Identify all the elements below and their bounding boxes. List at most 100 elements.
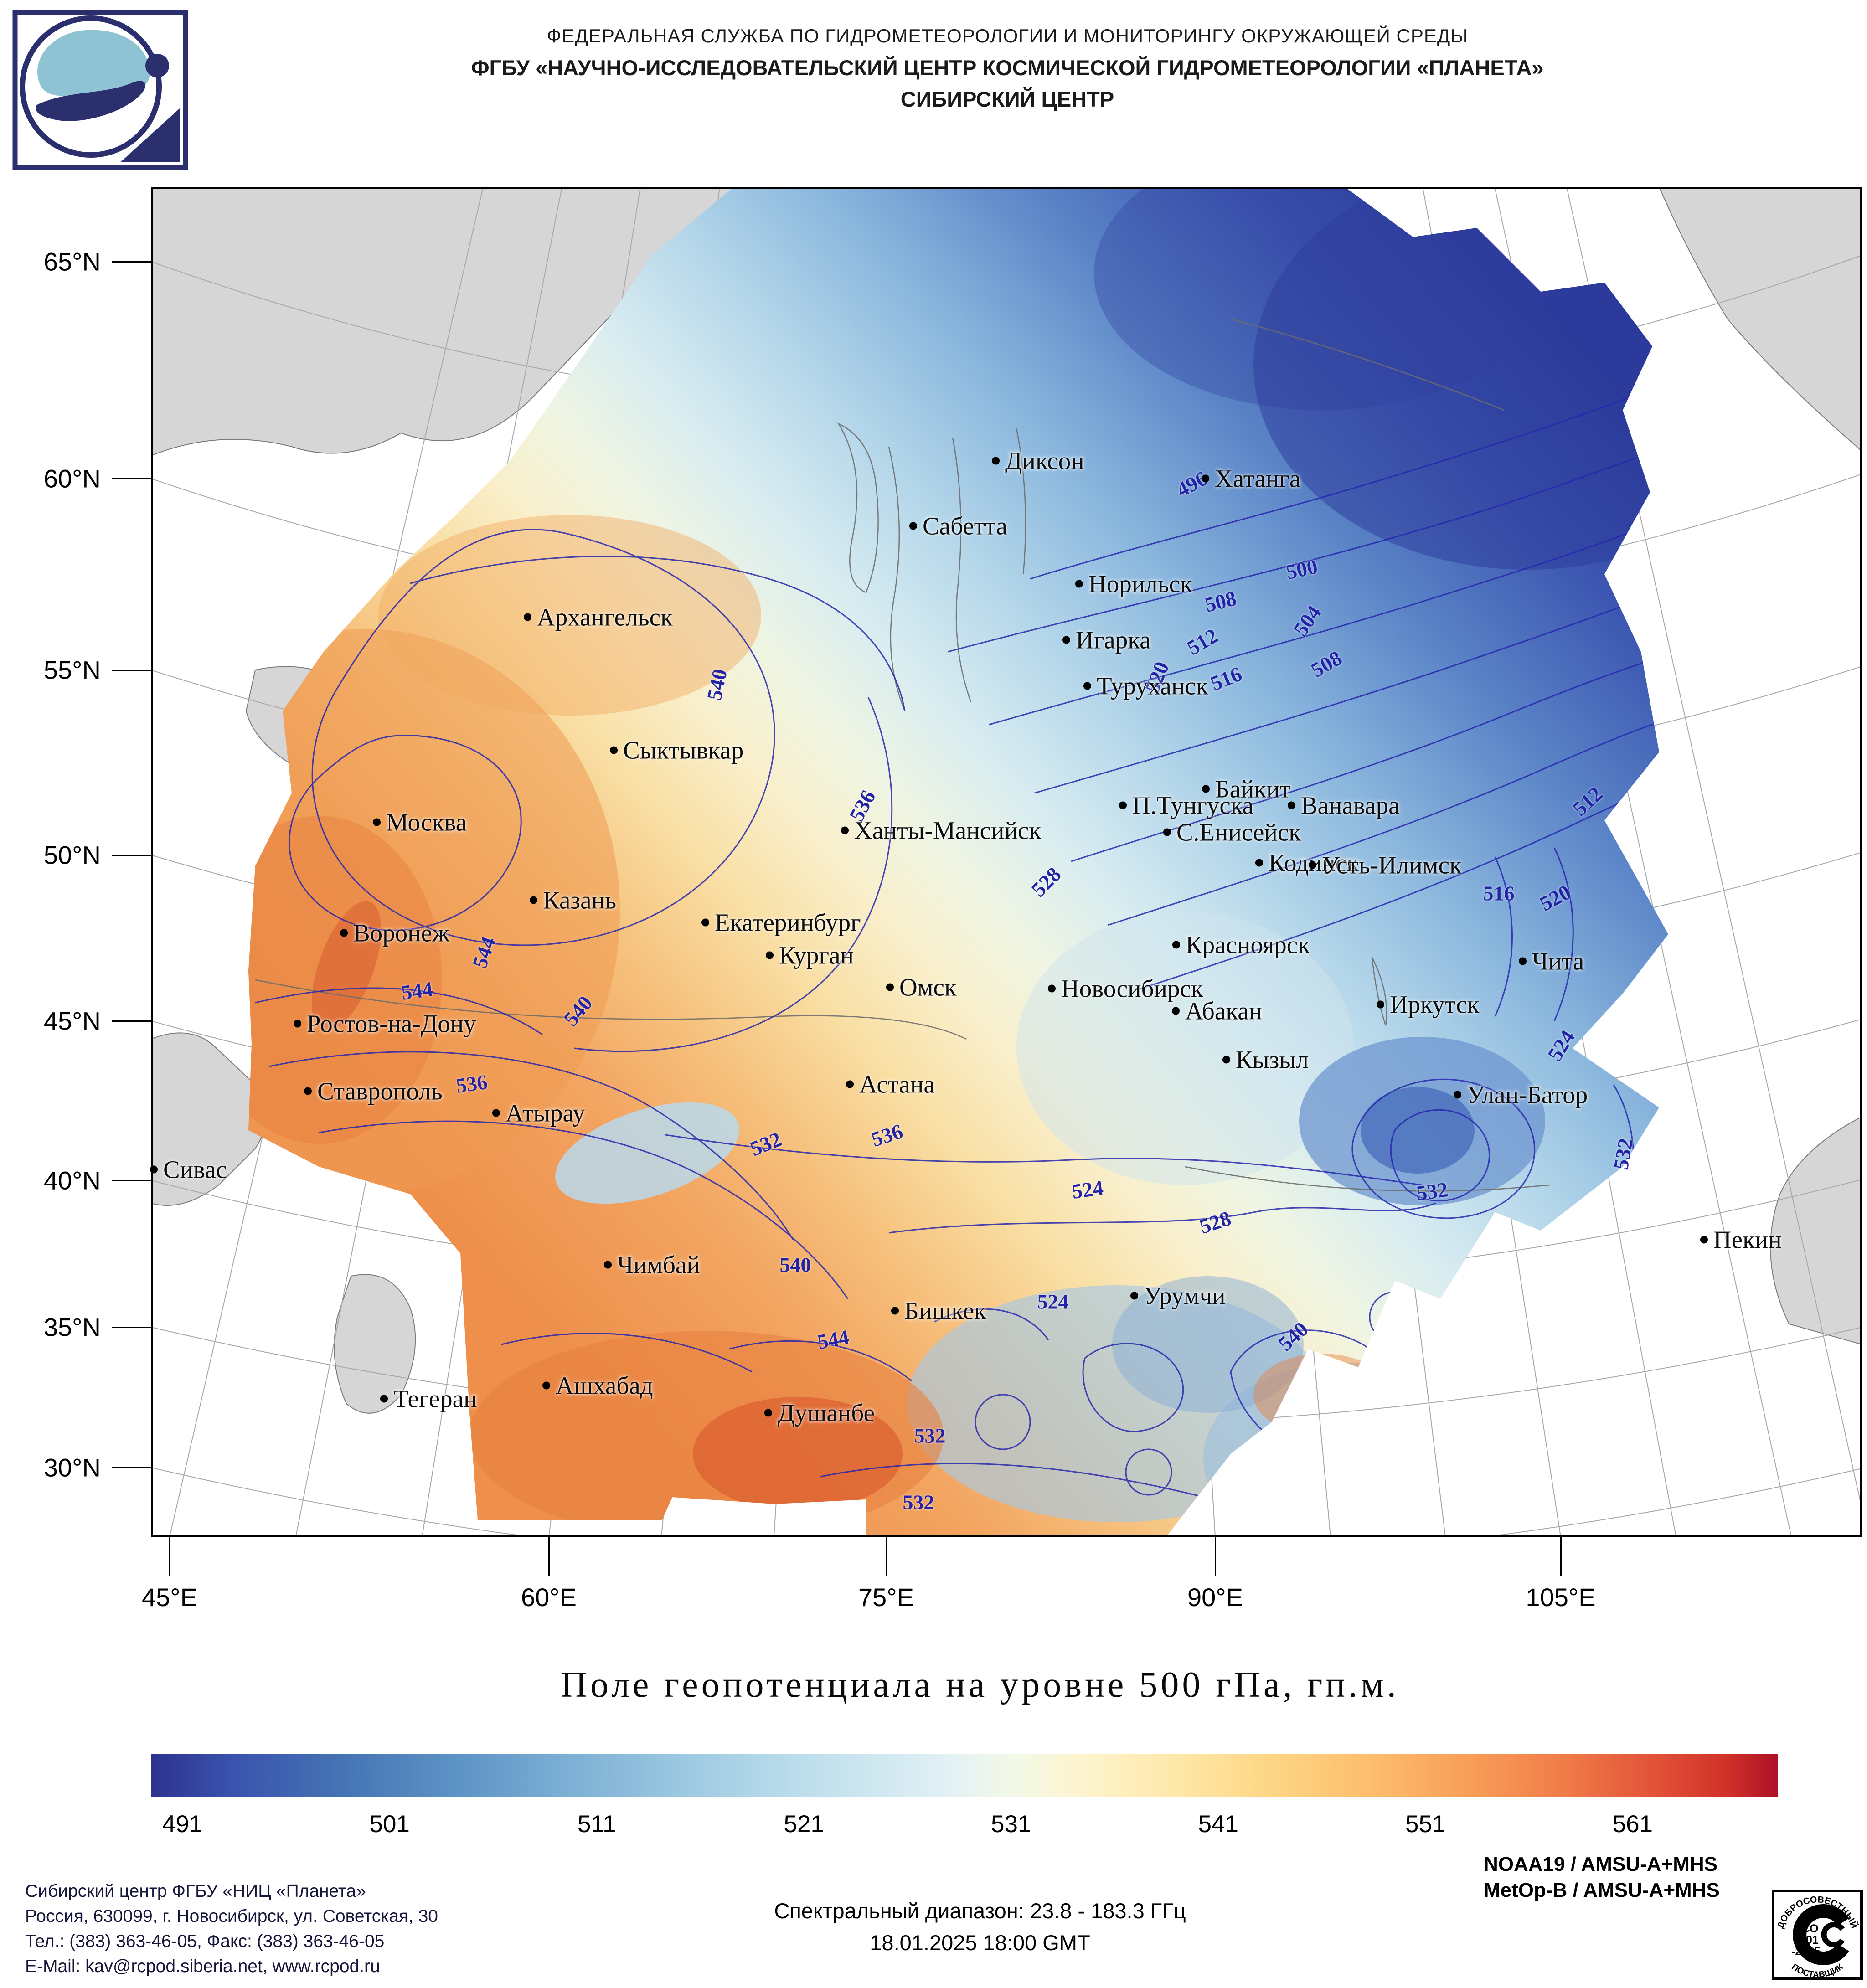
city-dot-icon xyxy=(1083,682,1091,690)
longitude-tick xyxy=(886,1537,887,1576)
latitude-label: 45°N xyxy=(43,1006,101,1035)
city-label: Норильск xyxy=(1088,570,1192,598)
city-label: Чимбай xyxy=(617,1251,700,1279)
city-label: Душанбе xyxy=(778,1399,875,1427)
city-label: Сивас xyxy=(163,1155,227,1184)
city-marker: Улан-Батор xyxy=(1454,1081,1588,1109)
header-line-2: ФГБУ «НАУЧНО-ИССЛЕДОВАТЕЛЬСКИЙ ЦЕНТР КОС… xyxy=(471,56,1544,80)
latitude-tick xyxy=(112,478,151,479)
city-label: Ростов-на-Дону xyxy=(307,1009,476,1038)
city-marker: Астана xyxy=(846,1070,935,1099)
city-dot-icon xyxy=(992,457,1000,465)
city-dot-icon xyxy=(766,951,774,959)
contour-label-layer: 496 500 508 504 512 516 520 508 540 536 544 544 540 5… xyxy=(151,187,1862,1537)
city-marker: Игарка xyxy=(1062,626,1151,654)
latitude-tick xyxy=(112,855,151,856)
latitude-tick xyxy=(112,261,151,263)
city-dot-icon xyxy=(701,918,709,927)
city-label: Абакан xyxy=(1185,997,1263,1025)
city-label: Иркутск xyxy=(1390,990,1480,1019)
city-marker: Ванавара xyxy=(1288,791,1400,820)
header-line-1: ФЕДЕРАЛЬНАЯ СЛУЖБА ПО ГИДРОМЕТЕОРОЛОГИИ … xyxy=(547,25,1468,46)
city-marker: Туруханск xyxy=(1083,672,1208,700)
latitude-label: 55°N xyxy=(43,655,101,685)
satellite-line-1: NOAA19 / AMSU-A+MHS xyxy=(1484,1853,1717,1875)
longitude-tick xyxy=(1215,1537,1216,1576)
city-label: Ханты-Мансийск xyxy=(854,816,1042,845)
longitude-tick xyxy=(548,1537,550,1576)
city-dot-icon xyxy=(294,1020,301,1028)
city-label: Урумчи xyxy=(1144,1282,1226,1310)
city-label: Чита xyxy=(1532,947,1584,975)
city-marker: Абакан xyxy=(1172,997,1262,1025)
city-dot-icon xyxy=(524,613,531,621)
geopotential-field xyxy=(248,187,1668,1536)
city-marker: Диксон xyxy=(992,447,1084,475)
city-dot-icon xyxy=(604,1261,612,1269)
city-marker: Тегеран xyxy=(380,1385,477,1413)
city-label: Туруханск xyxy=(1097,672,1208,700)
city-label: Ставрополь xyxy=(317,1077,443,1105)
city-marker: Хатанга xyxy=(1202,464,1300,493)
city-marker: Воронеж xyxy=(340,919,449,948)
city-label: Ашхабад xyxy=(556,1371,653,1400)
longitude-label: 90°E xyxy=(1187,1583,1243,1612)
longitude-tick xyxy=(169,1537,170,1576)
city-label: Казань xyxy=(543,886,617,914)
city-label: Атырау xyxy=(505,1099,585,1127)
latitude-tick xyxy=(112,1327,151,1328)
city-label: Кызыл xyxy=(1236,1046,1309,1074)
city-dot-icon xyxy=(1519,957,1527,965)
city-marker: Чимбай xyxy=(604,1251,700,1279)
footer-phone: Тел.: (383) 363-46-05, Факс: (383) 363-4… xyxy=(25,1931,385,1951)
city-marker: Ставрополь xyxy=(304,1077,443,1106)
city-marker: Архангельск xyxy=(524,603,673,632)
city-marker: Чита xyxy=(1519,947,1584,976)
city-label: Ванавара xyxy=(1301,791,1400,819)
latitude-label: 35°N xyxy=(43,1313,101,1342)
colorbar-tick-label: 551 xyxy=(1405,1811,1446,1838)
city-label: Красноярск xyxy=(1186,931,1310,959)
map-graphic xyxy=(151,187,1862,1537)
colorbar-tick-label: 561 xyxy=(1612,1811,1653,1838)
city-marker: Сыктывкар xyxy=(610,736,743,765)
city-dot-icon xyxy=(492,1109,500,1117)
contour-value-label: 532 xyxy=(903,1490,934,1514)
city-marker: Красноярск xyxy=(1172,931,1310,959)
city-marker: Байкит xyxy=(1202,775,1291,803)
city-dot-icon xyxy=(1172,941,1180,949)
city-marker: Кодинск xyxy=(1255,849,1359,877)
colorbar-tick-label: 521 xyxy=(784,1811,824,1838)
city-dot-icon xyxy=(1062,636,1070,644)
city-marker: Новосибирск xyxy=(1048,974,1203,1003)
footer-org: Сибирский центр ФГБУ «НИЦ «Планета» xyxy=(25,1881,366,1901)
city-marker: Ашхабад xyxy=(542,1371,653,1400)
contour-value-label: 524 xyxy=(1037,1290,1069,1313)
city-dot-icon xyxy=(841,826,849,834)
svg-text:9001: 9001 xyxy=(1793,1934,1819,1947)
contour-value-label: 540 xyxy=(779,1253,811,1277)
city-dot-icon xyxy=(1222,1056,1230,1064)
spectral-range: Спектральный диапазон: 23.8 - 183.3 ГГц xyxy=(774,1899,1186,1923)
map-area: 65°N 60°N 55°N 50°N 45°N 40°N 35°N 30°N 45°E 60°E… xyxy=(44,187,1862,1612)
city-dot-icon xyxy=(764,1409,772,1417)
city-label: Москва xyxy=(386,808,467,836)
city-label: Игарка xyxy=(1076,626,1151,654)
longitude-label: 75°E xyxy=(858,1583,914,1612)
planeta-logo-icon xyxy=(12,10,188,170)
footer-address: Россия, 630099, г. Новосибирск, ул. Сове… xyxy=(25,1906,438,1926)
latitude-tick xyxy=(112,1020,151,1022)
latitude-label: 30°N xyxy=(43,1453,101,1482)
contour-value-label: 516 xyxy=(1483,881,1515,905)
city-marker: П.Тунгуска xyxy=(1119,791,1253,820)
city-marker: Курган xyxy=(766,941,854,970)
city-label: Омск xyxy=(899,973,957,1001)
colorbar-tick-label: 531 xyxy=(991,1811,1031,1838)
city-label: Хатанга xyxy=(1215,464,1301,493)
city-marker: Усть-Илимск xyxy=(1309,851,1462,880)
contour-value-label: 532 xyxy=(914,1424,946,1447)
city-dot-icon xyxy=(1454,1091,1461,1099)
latitude-label: 60°N xyxy=(43,464,101,493)
city-marker: С.Енисейск xyxy=(1163,818,1301,847)
city-dot-icon xyxy=(1172,1007,1180,1015)
